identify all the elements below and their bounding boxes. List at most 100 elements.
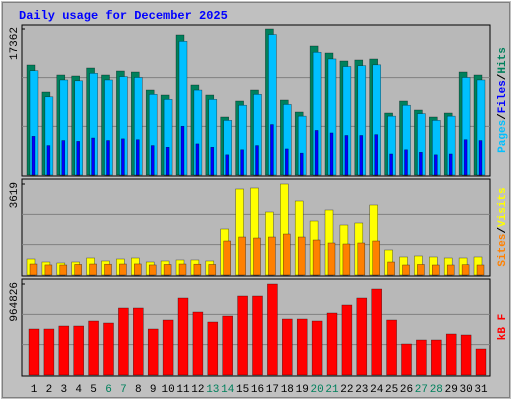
y-tick-label: 964826 — [9, 282, 21, 322]
x-tick-label: 7 — [120, 384, 127, 396]
legend-separator: / — [497, 227, 509, 234]
bar — [299, 152, 304, 176]
bar — [43, 328, 55, 376]
legend-entry: Files — [497, 80, 509, 113]
bar — [314, 130, 319, 176]
x-tick-label: 5 — [90, 384, 97, 396]
x-tick-label: 10 — [161, 384, 174, 396]
x-tick-label: 1 — [31, 384, 38, 396]
bar — [461, 264, 470, 276]
bar — [297, 236, 306, 276]
x-tick-label: 8 — [135, 384, 142, 396]
bar — [252, 295, 263, 376]
bar — [341, 304, 353, 376]
bar — [89, 263, 97, 276]
bar — [31, 136, 36, 176]
bar — [282, 318, 293, 376]
x-tick-label: 2 — [46, 384, 53, 396]
bar — [476, 264, 485, 276]
bar — [357, 242, 366, 276]
bar — [253, 237, 261, 276]
bar — [225, 154, 229, 176]
bar — [475, 348, 487, 376]
x-tick-label: 31 — [474, 384, 488, 396]
bar — [419, 152, 423, 176]
bar — [463, 139, 468, 176]
bar — [29, 263, 38, 276]
bar — [312, 239, 321, 276]
x-tick-label: 6 — [105, 384, 112, 396]
bar — [58, 325, 70, 376]
x-tick-label: 18 — [281, 384, 294, 396]
bar — [148, 264, 157, 276]
bar — [416, 339, 427, 376]
y-tick-label: 17362 — [9, 27, 21, 60]
bar — [223, 240, 231, 276]
bar — [434, 154, 438, 176]
bar — [283, 233, 291, 276]
bar — [88, 320, 99, 376]
bar — [326, 312, 338, 376]
bar — [165, 146, 170, 176]
x-tick-label: 16 — [251, 384, 264, 396]
bar — [285, 148, 289, 176]
x-tick-label: 14 — [221, 384, 235, 396]
x-tick-label: 20 — [310, 384, 323, 396]
bar — [267, 283, 278, 376]
legend-entry: Pages — [497, 120, 509, 153]
bar — [417, 264, 425, 276]
bar — [342, 243, 351, 276]
bar — [478, 140, 483, 176]
bar — [76, 141, 80, 176]
bar — [193, 263, 202, 276]
bar — [147, 328, 159, 376]
x-tick-label: 25 — [385, 384, 398, 396]
x-tick-label: 26 — [400, 384, 413, 396]
x-tick-label: 24 — [370, 384, 384, 396]
bar — [371, 288, 382, 376]
legend: Sites/Visits — [497, 187, 509, 266]
bar — [402, 264, 410, 276]
x-tick-label: 15 — [236, 384, 249, 396]
x-tick-label: 19 — [296, 384, 309, 396]
bar — [210, 146, 215, 176]
bar — [46, 145, 51, 176]
bar — [133, 307, 144, 376]
bar — [372, 240, 380, 276]
bar — [195, 143, 200, 176]
bar — [177, 297, 189, 376]
x-tick-label: 3 — [60, 384, 67, 396]
bar — [311, 320, 323, 376]
bar — [386, 319, 397, 376]
bar — [270, 124, 274, 176]
bar — [136, 139, 140, 176]
x-tick-label: 12 — [191, 384, 204, 396]
bar — [344, 135, 349, 176]
bar — [445, 333, 457, 376]
bar — [268, 236, 276, 276]
bar — [432, 264, 440, 276]
bar — [296, 318, 308, 376]
x-tick-label: 22 — [340, 384, 353, 396]
bar — [255, 145, 259, 176]
legend-separator: / — [497, 113, 509, 120]
bar — [431, 339, 442, 376]
bar — [329, 132, 334, 176]
bar — [91, 137, 95, 176]
bar — [121, 138, 125, 176]
x-tick-label: 4 — [75, 384, 82, 396]
bar — [222, 315, 233, 376]
y-tick-label: 3619 — [9, 182, 21, 208]
bar — [446, 264, 455, 276]
bar — [103, 322, 114, 376]
bar — [238, 236, 246, 276]
bar — [73, 325, 84, 376]
bar — [207, 321, 219, 376]
bar — [134, 263, 142, 276]
bar — [104, 263, 112, 276]
bar — [192, 311, 204, 376]
bar — [150, 145, 155, 176]
bar — [389, 153, 393, 176]
bar — [44, 264, 53, 276]
